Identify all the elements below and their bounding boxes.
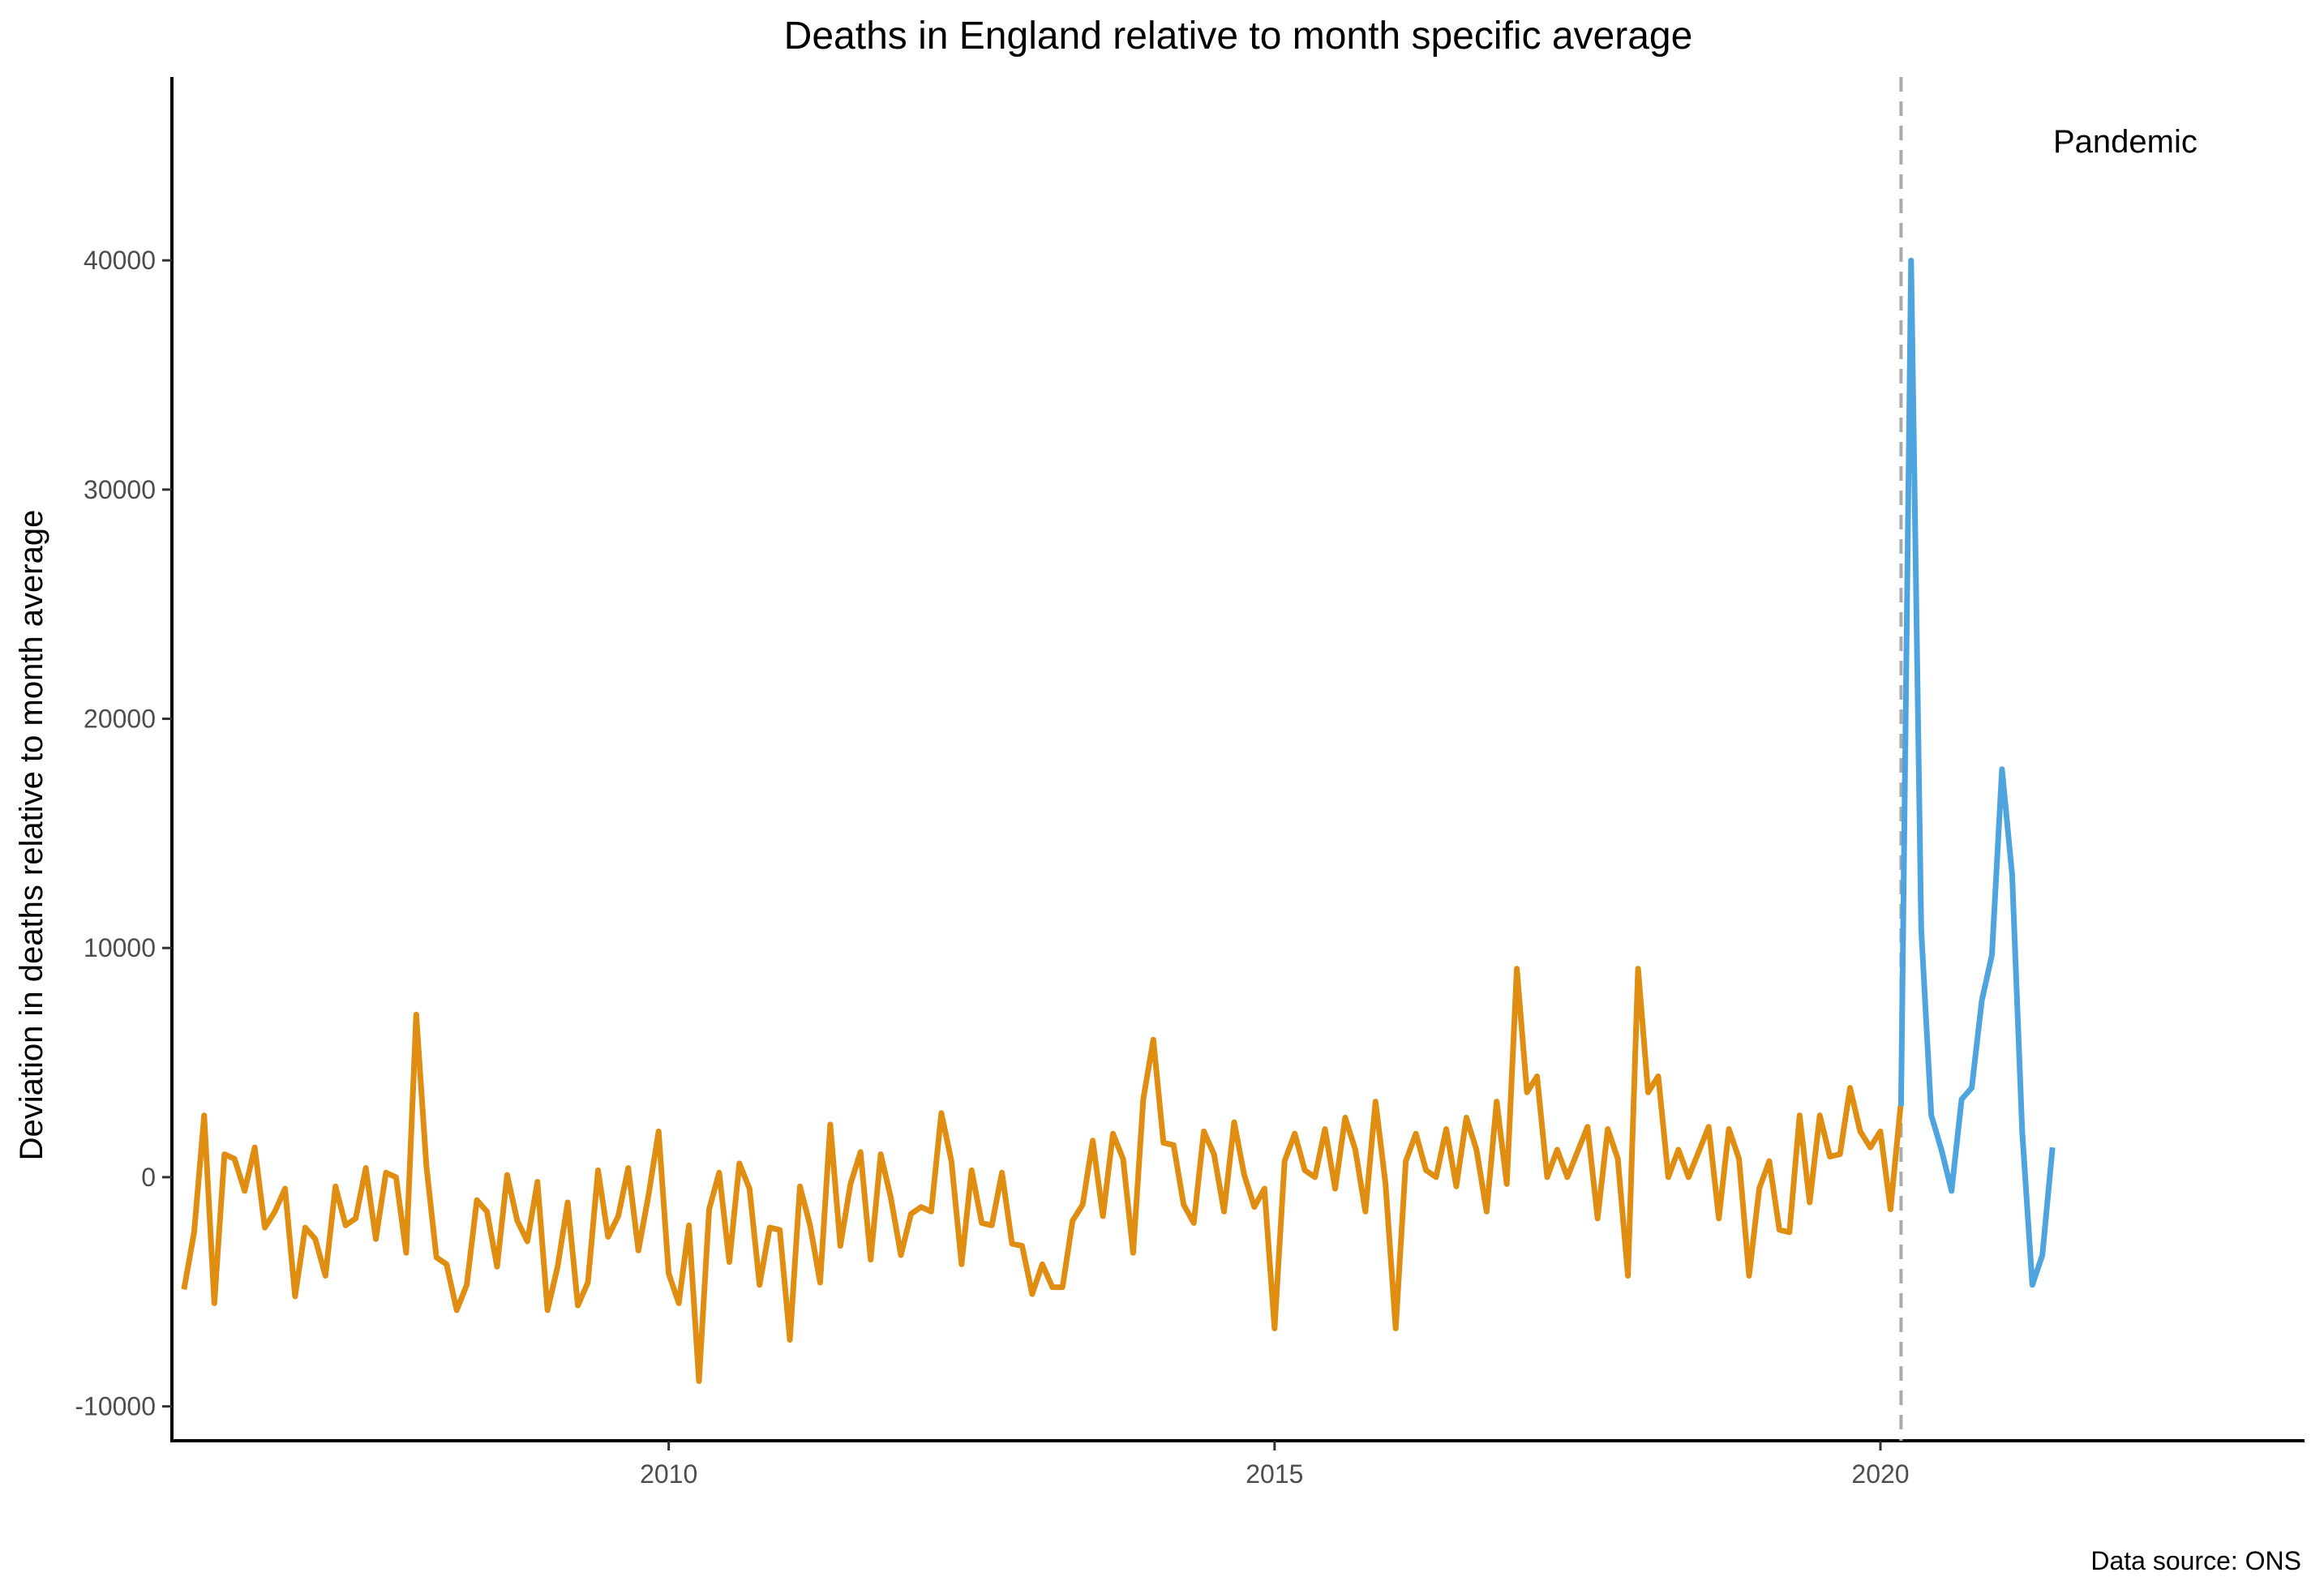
x-tick-label: 2010 [640,1459,697,1489]
y-tick-label: 40000 [84,246,156,275]
y-tick-label: -10000 [75,1392,156,1421]
series-line-pandemic [1897,257,2056,1288]
x-tick-label: 2015 [1246,1459,1303,1489]
x-ticks: 2010 2015 2020 [640,1441,1910,1489]
y-axis-label: Deviation in deaths relative to month av… [14,510,49,1161]
y-tick-label: 10000 [84,933,156,962]
y-tick-label: 20000 [84,705,156,734]
chart-title: Deaths in England relative to month spec… [784,15,1693,58]
pandemic-annotation: Pandemic [2053,124,2198,160]
y-tick-label: 0 [141,1163,156,1192]
x-tick-label: 2020 [1851,1459,1909,1489]
y-ticks: -10000 0 10000 20000 30000 40000 [75,246,172,1421]
series-line-pre [181,966,1904,1384]
series-group [181,257,2056,1384]
caption: Data source: ONS [2090,1546,2301,1575]
y-tick-label: 30000 [84,475,156,504]
